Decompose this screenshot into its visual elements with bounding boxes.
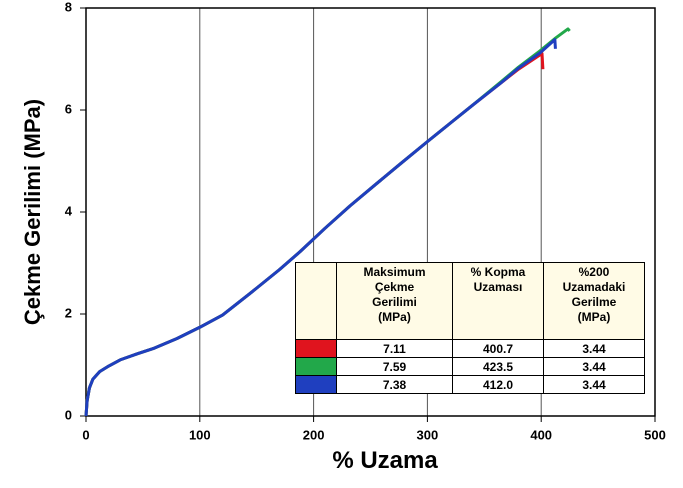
header-cell: %200 Uzamadaki Gerilme (MPa) <box>543 262 645 340</box>
table-cell: 7.38 <box>336 375 453 394</box>
x-tick-label: 0 <box>82 427 89 442</box>
header-cell <box>295 262 337 340</box>
y-tick-label: 8 <box>65 0 72 14</box>
x-axis-label: % Uzama <box>332 447 438 474</box>
header-cell: Maksimum Çekme Gerilimi (MPa) <box>336 262 453 340</box>
x-tick-label: 200 <box>303 427 325 442</box>
color-swatch <box>295 375 337 394</box>
table-row: 7.11 400.7 3.44 <box>295 339 645 358</box>
table-cell: 3.44 <box>543 375 645 394</box>
table-cell: 400.7 <box>452 339 544 358</box>
x-tick-label: 400 <box>530 427 552 442</box>
header-row: Maksimum Çekme Gerilimi (MPa)% Kopma Uza… <box>295 262 645 340</box>
y-tick-label: 6 <box>65 101 72 116</box>
table-cell: 3.44 <box>543 357 645 376</box>
color-swatch <box>295 339 337 358</box>
y-axis-label: Çekme Gerilimi (MPa) <box>20 99 45 325</box>
x-tick-label: 300 <box>417 427 439 442</box>
y-tick-label: 4 <box>65 203 73 218</box>
y-tick-label: 0 <box>65 407 72 422</box>
x-tick-label: 100 <box>189 427 211 442</box>
table-row: 7.38 412.0 3.44 <box>295 375 645 394</box>
header-cell: % Kopma Uzaması <box>452 262 544 340</box>
plot-border <box>85 7 656 417</box>
y-tick-label: 2 <box>65 305 72 320</box>
x-tick-label: 500 <box>644 427 666 442</box>
color-swatch <box>295 357 337 376</box>
table-cell: 7.59 <box>336 357 453 376</box>
table-cell: 423.5 <box>452 357 544 376</box>
legend-table: Maksimum Çekme Gerilimi (MPa)% Kopma Uza… <box>295 262 645 394</box>
table-cell: 7.11 <box>336 339 453 358</box>
series-line <box>84 38 557 417</box>
table-cell: 3.44 <box>543 339 645 358</box>
lines <box>84 27 571 417</box>
table-row: 7.59 423.5 3.44 <box>295 357 645 376</box>
table-cell: 412.0 <box>452 375 544 394</box>
